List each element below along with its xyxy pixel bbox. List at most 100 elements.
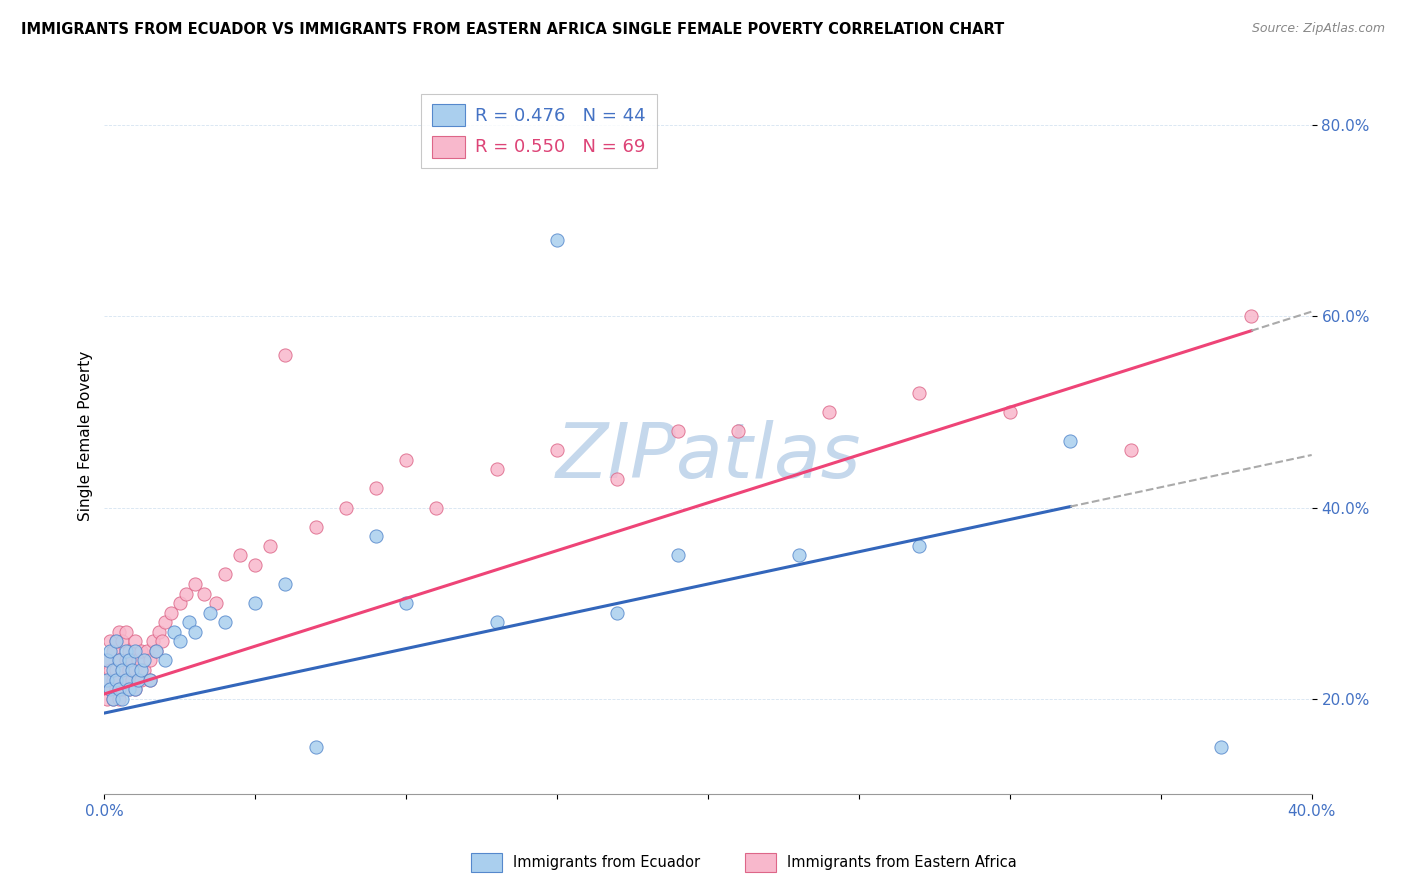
Legend: R = 0.476   N = 44, R = 0.550   N = 69: R = 0.476 N = 44, R = 0.550 N = 69	[422, 94, 657, 169]
Point	[114, 673, 136, 687]
Point	[117, 682, 139, 697]
Point	[229, 549, 252, 563]
Point	[108, 691, 131, 706]
Point	[129, 644, 152, 658]
Point	[274, 348, 297, 362]
Point	[100, 682, 122, 697]
Point	[114, 673, 136, 687]
Point	[214, 567, 236, 582]
Point	[124, 682, 146, 697]
Point	[96, 653, 118, 667]
Point	[114, 644, 136, 658]
Point	[105, 634, 128, 648]
Point	[1059, 434, 1081, 448]
Text: Source: ZipAtlas.com: Source: ZipAtlas.com	[1251, 22, 1385, 36]
Point	[121, 663, 143, 677]
Point	[245, 596, 267, 610]
Point	[177, 615, 200, 630]
Point	[395, 596, 418, 610]
Point	[150, 634, 173, 648]
Point	[606, 472, 628, 486]
Point	[108, 653, 131, 667]
Point	[546, 443, 568, 458]
Point	[163, 624, 186, 639]
Point	[787, 549, 810, 563]
Point	[117, 682, 139, 697]
Point	[148, 624, 170, 639]
Point	[138, 673, 160, 687]
Point	[111, 663, 134, 677]
Point	[335, 500, 357, 515]
Point	[111, 691, 134, 706]
Point	[117, 653, 139, 667]
Point	[364, 529, 387, 543]
Point	[205, 596, 228, 610]
Point	[1119, 443, 1142, 458]
Point	[94, 673, 117, 687]
Point	[129, 673, 152, 687]
Point	[305, 519, 328, 533]
Point	[159, 606, 181, 620]
Point	[184, 577, 207, 591]
Text: Immigrants from Eastern Africa: Immigrants from Eastern Africa	[787, 855, 1017, 870]
Point	[103, 691, 125, 706]
Point	[105, 663, 128, 677]
Point	[169, 634, 191, 648]
Point	[198, 606, 221, 620]
Text: ZIPatlas: ZIPatlas	[555, 420, 860, 494]
Point	[108, 653, 131, 667]
Point	[114, 653, 136, 667]
Point	[105, 682, 128, 697]
Point	[245, 558, 267, 572]
Point	[132, 663, 155, 677]
Point	[153, 615, 176, 630]
Point	[606, 606, 628, 620]
Point	[153, 653, 176, 667]
Point	[193, 586, 215, 600]
Point	[103, 644, 125, 658]
Point	[908, 385, 931, 400]
Point	[124, 663, 146, 677]
Point	[100, 644, 122, 658]
Point	[129, 663, 152, 677]
Point	[124, 634, 146, 648]
Point	[305, 739, 328, 754]
Point	[485, 462, 508, 476]
Point	[111, 634, 134, 648]
Point	[111, 663, 134, 677]
Point	[135, 644, 157, 658]
Point	[138, 653, 160, 667]
Point	[96, 653, 118, 667]
Point	[998, 405, 1021, 419]
Point	[1211, 739, 1233, 754]
Point	[727, 424, 749, 438]
Point	[169, 596, 191, 610]
Point	[395, 452, 418, 467]
Point	[214, 615, 236, 630]
Point	[103, 673, 125, 687]
Point	[142, 634, 165, 648]
Point	[127, 673, 149, 687]
Point	[364, 482, 387, 496]
Point	[114, 624, 136, 639]
Point	[666, 424, 689, 438]
Point	[138, 673, 160, 687]
Point	[546, 233, 568, 247]
Point	[103, 663, 125, 677]
Point	[425, 500, 447, 515]
Point	[121, 673, 143, 687]
Point	[111, 682, 134, 697]
Point	[184, 624, 207, 639]
Point	[100, 663, 122, 677]
Point	[145, 644, 167, 658]
Point	[174, 586, 197, 600]
Point	[100, 682, 122, 697]
Point	[145, 644, 167, 658]
Point	[485, 615, 508, 630]
Y-axis label: Single Female Poverty: Single Female Poverty	[79, 351, 93, 521]
Point	[127, 653, 149, 667]
Point	[132, 653, 155, 667]
Point	[103, 691, 125, 706]
Point	[117, 663, 139, 677]
Point	[274, 577, 297, 591]
